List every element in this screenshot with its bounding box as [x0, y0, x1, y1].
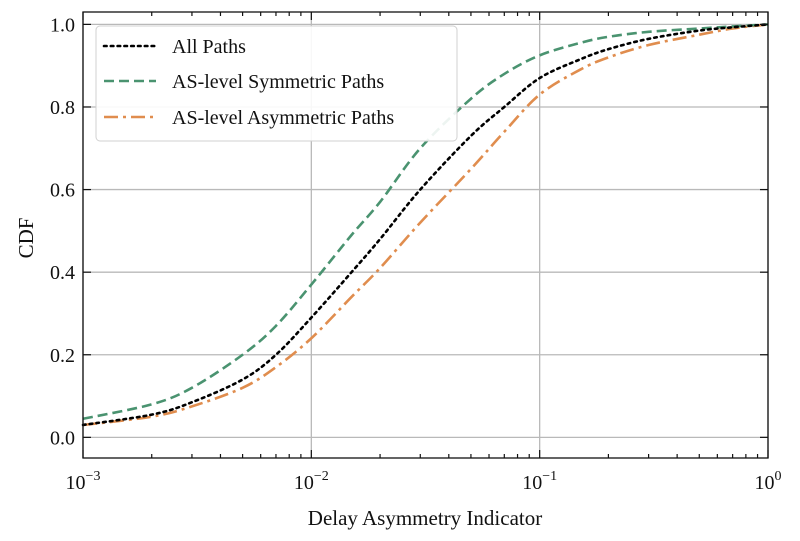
x-axis-label: Delay Asymmetry Indicator: [308, 506, 542, 530]
axis-ticks: 10−3 10−2 10−1 100 0.0 0.2 0.4 0.6 0.8 1.0: [50, 12, 782, 494]
legend: All Paths AS-level Symmetric Paths AS-le…: [95, 25, 458, 142]
legend-box: [95, 25, 458, 142]
series-line-all-paths: [81, 23, 770, 427]
plot-frame: [82, 11, 769, 459]
x-tick-label: 10−1: [522, 469, 557, 494]
legend-label-asymmetric-paths: AS-level Asymmetric Paths: [172, 107, 394, 129]
series-line-as-level-asymmetric-paths: [82, 23, 769, 427]
series-lines: [81, 23, 770, 427]
y-tick-label: 0.4: [50, 262, 75, 284]
series-line-as-level-symmetric-paths: [82, 23, 769, 421]
x-tick-label: 10−2: [294, 469, 329, 494]
y-tick-label: 0.2: [50, 345, 75, 367]
y-tick-label: 0.8: [50, 97, 75, 119]
y-tick-label: 0.6: [50, 180, 75, 202]
x-tick-label: 10−3: [66, 469, 101, 494]
y-axis-label: CDF: [14, 218, 38, 259]
legend-label-all-paths: All Paths: [172, 36, 246, 58]
legend-label-symmetric-paths: AS-level Symmetric Paths: [172, 71, 384, 93]
y-tick-label: 1.0: [50, 14, 75, 36]
x-tick-label: 100: [755, 469, 782, 494]
y-tick-label: 0.0: [50, 427, 75, 449]
